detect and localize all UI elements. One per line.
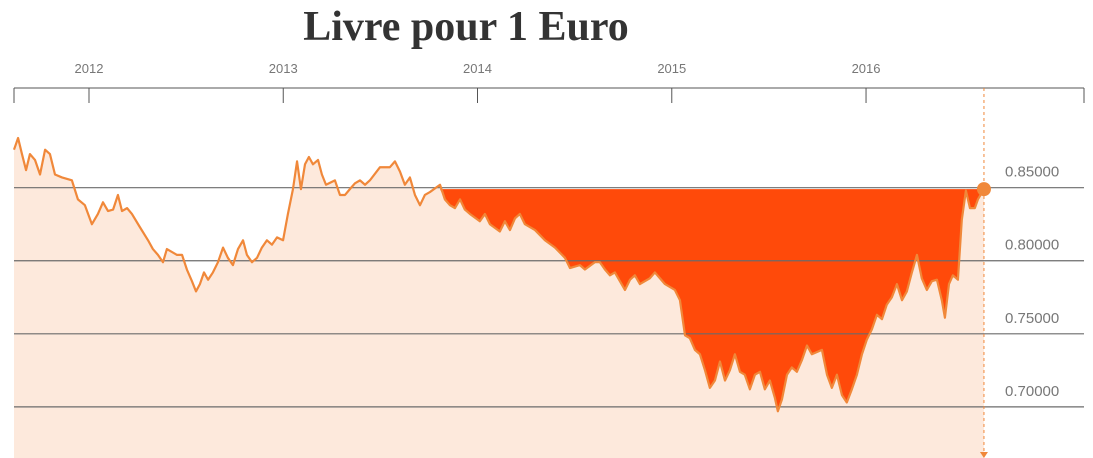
current-point <box>976 182 991 197</box>
chart-title: Livre pour 1 Euro <box>303 4 629 50</box>
area <box>14 137 984 458</box>
y-tick-label: 0.80000 <box>1005 237 1059 254</box>
y-tick-label: 0.75000 <box>1005 310 1059 327</box>
x-tick-label: 2016 <box>852 61 881 76</box>
y-tick-label: 0.70000 <box>1005 383 1059 400</box>
x-tick-label: 2013 <box>269 61 298 76</box>
line <box>12 136 985 413</box>
x-tick-label: 2014 <box>463 61 492 76</box>
x-tick-label: 2012 <box>75 61 104 76</box>
x-tick-label: 2015 <box>657 61 686 76</box>
highlight-area <box>440 189 984 412</box>
y-tick-label: 0.85000 <box>1005 164 1059 181</box>
current-arrow <box>979 452 988 458</box>
